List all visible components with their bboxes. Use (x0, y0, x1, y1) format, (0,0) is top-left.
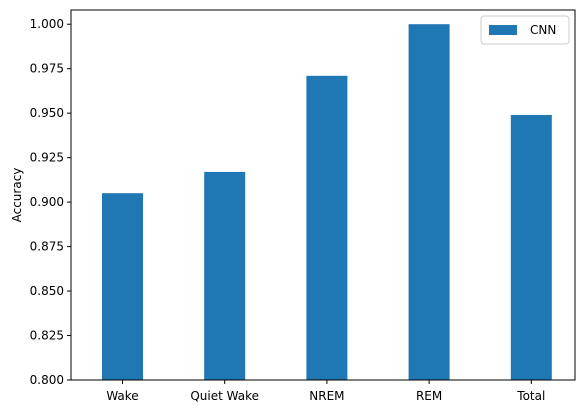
bars-group (102, 24, 552, 381)
bar-rem (408, 24, 450, 380)
legend-label: CNN (530, 23, 556, 37)
plot-frame (70, 9, 576, 381)
y-tick-label: 0.825 (30, 329, 64, 343)
legend: CNN (480, 15, 570, 45)
x-tick-label: Total (516, 389, 545, 403)
y-tick-label: 0.850 (30, 284, 64, 298)
x-tick-label: NREM (309, 389, 344, 403)
legend-frame (480, 15, 570, 45)
y-tick-label: 0.925 (30, 151, 64, 165)
y-tick-label: 0.975 (30, 62, 64, 76)
y-tick-label: 0.950 (30, 106, 64, 120)
bar-total (510, 115, 552, 380)
x-tick-label: REM (416, 389, 442, 403)
x-tick-label: Wake (106, 389, 138, 403)
y-tick-label: 1.000 (30, 17, 64, 31)
y-tick-label: 0.900 (30, 195, 64, 209)
y-axis: 0.800 0.825 0.850 0.875 0.900 0.925 0.950 0.975… (30, 17, 71, 387)
bar-nrem (306, 75, 348, 381)
bar-quiet-wake (204, 171, 246, 380)
legend-swatch (489, 25, 517, 35)
bar-wake (102, 193, 143, 380)
x-axis: Wake Quiet Wake NREM REM Total (106, 380, 545, 403)
x-tick-label: Quiet Wake (190, 389, 259, 403)
y-axis-label: Accuracy (10, 168, 24, 223)
y-tick-label: 0.875 (30, 240, 64, 254)
y-tick-label: 0.800 (30, 373, 64, 387)
